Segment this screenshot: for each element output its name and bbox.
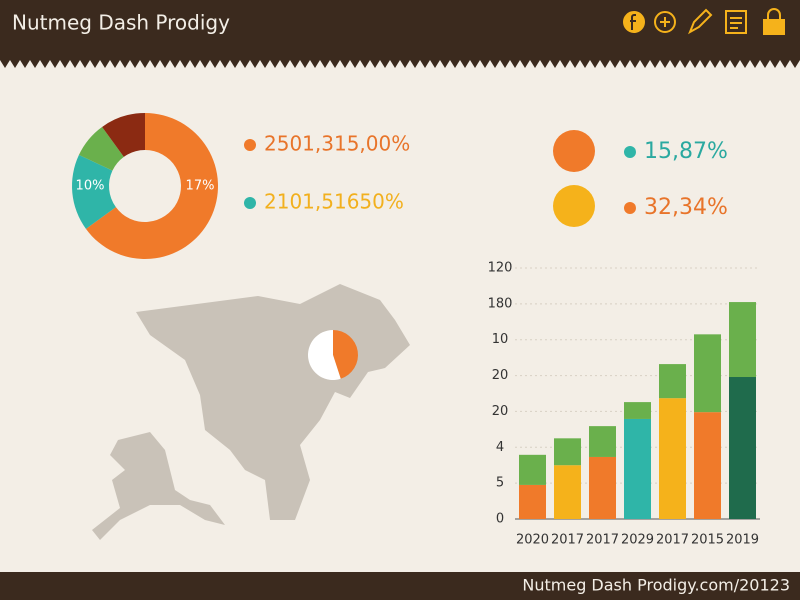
icon-lock[interactable]	[763, 19, 785, 35]
bar-segment	[624, 418, 651, 519]
pie-slice	[85, 113, 218, 259]
header-title: Nutmeg Dash Prodigy	[12, 11, 230, 35]
stat-value: 2101,51650%	[264, 190, 404, 214]
donut-label: 17%	[186, 179, 215, 194]
y-tick-label: 180	[488, 296, 513, 311]
stat-dot	[244, 139, 256, 151]
bar-segment	[729, 302, 756, 378]
bar-segment	[554, 465, 581, 519]
bar-segment	[554, 438, 581, 466]
pie-slice	[333, 330, 358, 379]
footer-bar	[0, 572, 800, 600]
bar-segment	[694, 334, 721, 413]
y-tick-label: 20	[492, 368, 509, 383]
bar-segment	[694, 412, 721, 519]
stat-dot	[624, 202, 636, 214]
bar-segment	[659, 364, 686, 399]
pie-slice	[102, 113, 145, 157]
x-tick-label: 2019	[726, 533, 759, 548]
x-tick-label: 2017	[551, 533, 584, 548]
y-tick-label: 20	[492, 404, 509, 419]
bar-segment	[519, 454, 546, 485]
pie-slice	[78, 126, 124, 171]
decor-circle	[553, 130, 595, 172]
x-tick-label: 2015	[691, 533, 724, 548]
footer-text: Nutmeg Dash Prodigy.com/20123	[522, 576, 790, 595]
x-tick-label: 2020	[516, 533, 549, 548]
icon-glyph	[767, 8, 781, 20]
icon-glyph	[660, 17, 670, 27]
stat-value: 2501,315,00%	[264, 132, 410, 156]
decor-circle	[553, 185, 595, 227]
y-tick-label: 0	[496, 512, 504, 527]
y-tick-label: 120	[488, 261, 513, 276]
stat-value: 15,87%	[644, 139, 728, 164]
header-icons	[623, 8, 785, 35]
bar-segment	[519, 484, 546, 519]
donut-label: 10%	[76, 179, 105, 194]
icon-note[interactable]	[725, 10, 747, 34]
y-tick-label: 5	[496, 476, 504, 491]
y-tick-label: 4	[496, 440, 504, 455]
pie-slice	[72, 154, 116, 229]
map-region	[92, 432, 225, 540]
stat-value: 32,34%	[644, 195, 728, 220]
x-tick-label: 2029	[621, 533, 654, 548]
bar-segment	[659, 398, 686, 519]
x-tick-label: 2017	[656, 533, 689, 548]
stat-dot	[244, 197, 256, 209]
icon-glyph	[630, 14, 636, 30]
y-tick-label: 10	[492, 332, 509, 347]
header-bar	[0, 0, 800, 68]
pie-slice	[307, 330, 341, 381]
icon-glyph	[730, 17, 742, 29]
x-tick-label: 2017	[586, 533, 619, 548]
icon-badge[interactable]	[654, 11, 676, 33]
bar-segment	[589, 456, 616, 519]
stat-dot	[624, 146, 636, 158]
bar-segment	[624, 402, 651, 419]
bar-segment	[729, 377, 756, 519]
bar-segment	[589, 426, 616, 457]
icon-pencil[interactable]	[688, 8, 713, 35]
